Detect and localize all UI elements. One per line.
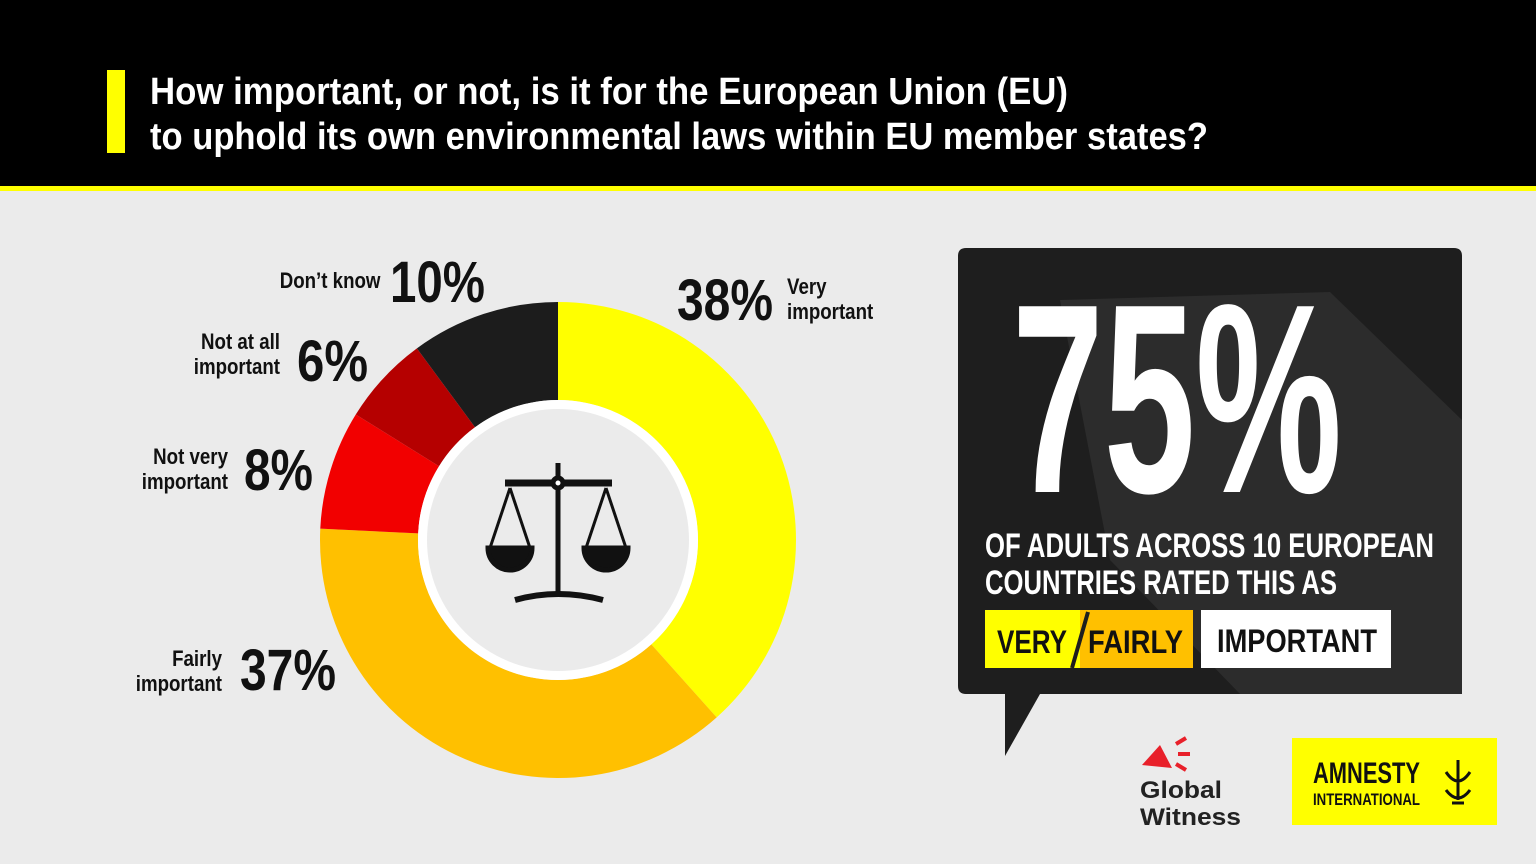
logo-text: INTERNATIONAL bbox=[1313, 790, 1420, 809]
amnesty-logo: AMNESTY INTERNATIONAL bbox=[1292, 738, 1497, 825]
donut-chart bbox=[320, 302, 797, 779]
logo-text: Witness bbox=[1140, 804, 1241, 831]
value-label: 37% bbox=[240, 638, 336, 703]
callout-text: COUNTRIES RATED THIS AS bbox=[985, 564, 1337, 602]
tag-slash bbox=[1070, 611, 1090, 669]
category-label: Not very important bbox=[141, 444, 228, 494]
logo-text: AMNESTY bbox=[1313, 757, 1420, 790]
category-label: Fairly important bbox=[135, 646, 222, 696]
value-label: 10% bbox=[390, 250, 485, 315]
value-label: 38% bbox=[677, 268, 773, 333]
category-label: Very important bbox=[787, 274, 874, 324]
tag-text: VERY bbox=[997, 624, 1067, 660]
callout-shadow bbox=[1060, 292, 1462, 694]
donut-slice bbox=[355, 348, 475, 467]
tag-box bbox=[1201, 610, 1391, 668]
tag-box bbox=[985, 610, 1080, 668]
title-line: How important, or not, is it for the Eur… bbox=[150, 71, 1068, 113]
donut-slice bbox=[416, 302, 558, 428]
value-label: 8% bbox=[244, 438, 313, 503]
title-line: to uphold its own environmental laws wit… bbox=[150, 116, 1208, 158]
donut-slice bbox=[558, 302, 797, 718]
scales-icon bbox=[485, 463, 631, 603]
donut-slice bbox=[320, 528, 717, 779]
donut-slice bbox=[320, 414, 440, 534]
value-label: 6% bbox=[297, 329, 368, 394]
callout-text: OF ADULTS ACROSS 10 EUROPEAN bbox=[985, 527, 1434, 565]
logo-text: Global bbox=[1140, 777, 1222, 804]
callout-figure: 75% bbox=[1012, 249, 1342, 550]
global-witness-logo: Global Witness bbox=[1140, 736, 1241, 831]
category-label: Don’t know bbox=[279, 268, 381, 293]
tag-text: FAIRLY bbox=[1088, 624, 1183, 660]
tag-box bbox=[1080, 610, 1193, 668]
header-band bbox=[0, 0, 1536, 186]
header-rule bbox=[0, 186, 1536, 191]
tag-text: IMPORTANT bbox=[1217, 623, 1377, 659]
title-marker bbox=[107, 70, 125, 153]
category-label: Not at all important bbox=[193, 329, 280, 379]
